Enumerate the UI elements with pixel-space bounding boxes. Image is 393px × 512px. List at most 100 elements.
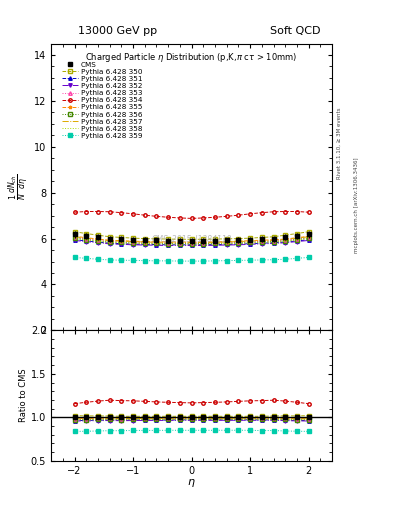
Pythia 6.428 358 xyxy=(119,240,124,246)
Pythia 6.428 350 xyxy=(107,233,112,240)
Pythia 6.428 353 xyxy=(178,240,182,246)
Legend: CMS, Pythia 6.428 350, Pythia 6.428 351, Pythia 6.428 352, Pythia 6.428 353, Pyt: CMS, Pythia 6.428 350, Pythia 6.428 351,… xyxy=(60,60,143,140)
Pythia 6.428 353 xyxy=(306,234,311,241)
Pythia 6.428 350 xyxy=(201,236,206,242)
Text: Rivet 3.1.10, ≥ 3M events: Rivet 3.1.10, ≥ 3M events xyxy=(337,108,342,179)
Pythia 6.428 359 xyxy=(236,258,241,264)
Pythia 6.428 354 xyxy=(248,211,252,217)
Pythia 6.428 353 xyxy=(224,240,229,246)
Pythia 6.428 355 xyxy=(142,239,147,245)
Pythia 6.428 358 xyxy=(72,236,77,242)
Pythia 6.428 358 xyxy=(84,237,88,243)
Pythia 6.428 354 xyxy=(107,209,112,215)
Pythia 6.428 353 xyxy=(72,234,77,241)
Pythia 6.428 354 xyxy=(306,209,311,215)
Pythia 6.428 350 xyxy=(72,229,77,235)
Pythia 6.428 352 xyxy=(224,242,229,248)
Pythia 6.428 357 xyxy=(119,238,124,244)
Pythia 6.428 351 xyxy=(95,239,100,245)
Pythia 6.428 352 xyxy=(306,238,311,244)
Pythia 6.428 356 xyxy=(72,235,77,241)
Pythia 6.428 356 xyxy=(259,239,264,245)
Pythia 6.428 350 xyxy=(178,236,182,242)
Pythia 6.428 352 xyxy=(189,242,194,248)
Pythia 6.428 357 xyxy=(95,237,100,243)
Pythia 6.428 359 xyxy=(213,258,217,264)
Pythia 6.428 357 xyxy=(189,240,194,246)
Pythia 6.428 350 xyxy=(95,232,100,238)
Pythia 6.428 355 xyxy=(95,236,100,242)
Pythia 6.428 351 xyxy=(306,237,311,243)
Pythia 6.428 354 xyxy=(189,216,194,222)
Pythia 6.428 359 xyxy=(201,258,206,264)
Pythia 6.428 359 xyxy=(72,254,77,261)
Line: Pythia 6.428 350: Pythia 6.428 350 xyxy=(73,230,310,241)
Pythia 6.428 359 xyxy=(224,258,229,264)
Pythia 6.428 350 xyxy=(283,232,288,238)
Pythia 6.428 356 xyxy=(306,235,311,241)
Pythia 6.428 357 xyxy=(295,235,299,241)
Pythia 6.428 352 xyxy=(154,242,159,248)
Pythia 6.428 351 xyxy=(236,241,241,247)
Line: Pythia 6.428 359: Pythia 6.428 359 xyxy=(73,255,310,263)
Pythia 6.428 358 xyxy=(95,238,100,244)
Pythia 6.428 356 xyxy=(189,241,194,247)
Pythia 6.428 354 xyxy=(142,212,147,218)
Pythia 6.428 353 xyxy=(248,239,252,245)
Pythia 6.428 356 xyxy=(295,237,299,243)
Pythia 6.428 354 xyxy=(119,209,124,216)
Pythia 6.428 350 xyxy=(248,235,252,241)
Text: 13000 GeV pp: 13000 GeV pp xyxy=(78,26,158,36)
Pythia 6.428 351 xyxy=(119,241,124,247)
Pythia 6.428 357 xyxy=(166,239,171,245)
Pythia 6.428 352 xyxy=(95,240,100,246)
Pythia 6.428 354 xyxy=(154,214,159,220)
Pythia 6.428 353 xyxy=(119,239,124,245)
Pythia 6.428 351 xyxy=(201,242,206,248)
Y-axis label: Ratio to CMS: Ratio to CMS xyxy=(19,369,28,422)
Pythia 6.428 356 xyxy=(213,240,217,246)
Pythia 6.428 356 xyxy=(107,239,112,245)
Pythia 6.428 359 xyxy=(95,256,100,262)
Pythia 6.428 351 xyxy=(271,240,276,246)
Pythia 6.428 350 xyxy=(131,235,136,241)
Pythia 6.428 355 xyxy=(119,238,124,244)
Pythia 6.428 353 xyxy=(107,238,112,244)
Pythia 6.428 356 xyxy=(95,238,100,244)
Pythia 6.428 355 xyxy=(271,237,276,243)
Pythia 6.428 355 xyxy=(213,239,217,245)
Pythia 6.428 355 xyxy=(107,237,112,243)
Pythia 6.428 357 xyxy=(178,240,182,246)
Pythia 6.428 355 xyxy=(283,236,288,242)
Y-axis label: $\frac{1}{N}\frac{dN_{ch}}{d\eta}$: $\frac{1}{N}\frac{dN_{ch}}{d\eta}$ xyxy=(7,174,33,200)
Line: Pythia 6.428 358: Pythia 6.428 358 xyxy=(75,239,309,244)
Line: Pythia 6.428 356: Pythia 6.428 356 xyxy=(73,237,310,245)
Pythia 6.428 355 xyxy=(201,239,206,245)
Pythia 6.428 358 xyxy=(224,241,229,247)
Pythia 6.428 357 xyxy=(107,238,112,244)
Pythia 6.428 358 xyxy=(201,241,206,247)
Pythia 6.428 350 xyxy=(236,236,241,242)
Pythia 6.428 359 xyxy=(154,258,159,264)
Pythia 6.428 350 xyxy=(166,236,171,242)
Pythia 6.428 355 xyxy=(154,239,159,245)
Pythia 6.428 354 xyxy=(201,215,206,221)
Pythia 6.428 350 xyxy=(224,236,229,242)
Pythia 6.428 355 xyxy=(178,239,182,245)
Pythia 6.428 353 xyxy=(283,237,288,243)
Pythia 6.428 358 xyxy=(295,237,299,243)
Pythia 6.428 358 xyxy=(283,238,288,244)
Pythia 6.428 359 xyxy=(306,254,311,261)
Pythia 6.428 353 xyxy=(95,237,100,243)
Pythia 6.428 351 xyxy=(154,242,159,248)
Pythia 6.428 353 xyxy=(213,240,217,246)
Pythia 6.428 356 xyxy=(119,240,124,246)
Pythia 6.428 357 xyxy=(224,239,229,245)
Pythia 6.428 357 xyxy=(131,239,136,245)
Pythia 6.428 359 xyxy=(142,258,147,264)
Text: Soft QCD: Soft QCD xyxy=(270,26,320,36)
Pythia 6.428 352 xyxy=(84,239,88,245)
Pythia 6.428 353 xyxy=(259,238,264,244)
Pythia 6.428 355 xyxy=(306,233,311,240)
Pythia 6.428 355 xyxy=(248,238,252,244)
